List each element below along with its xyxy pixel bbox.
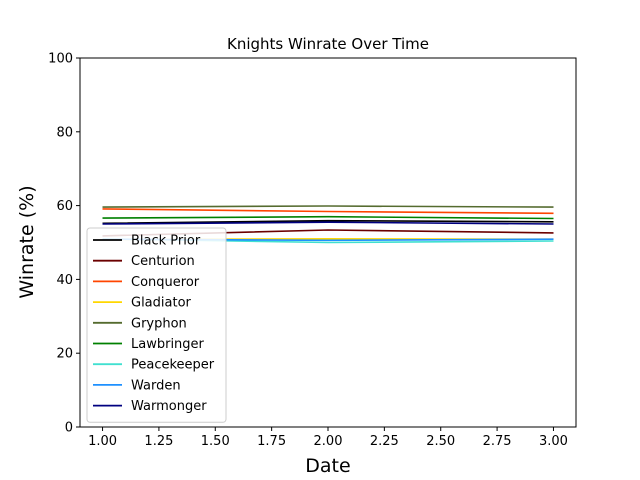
series-line-warmonger <box>102 221 554 225</box>
y-axis-title: Winrate (%) <box>16 185 38 298</box>
y-tick-label: 0 <box>65 421 73 436</box>
y-tick-label: 80 <box>56 125 73 140</box>
x-tick-label: 2.25 <box>370 434 399 449</box>
x-tick-label: 2.50 <box>426 434 455 449</box>
legend-label-black-prior: Black Prior <box>131 234 201 249</box>
legend-label-warmonger: Warmonger <box>131 399 207 414</box>
legend: Black Prior Centurion Conqueror Gladiator Gr… <box>86 227 227 423</box>
series-line-conqueror <box>102 208 554 215</box>
legend-label-centurion: Centurion <box>131 254 195 269</box>
legend-label-peacekeeper: Peacekeeper <box>131 358 215 373</box>
legend-box <box>86 227 227 423</box>
series-line-lawbringer <box>102 215 554 220</box>
x-tick-label: 1.00 <box>88 434 117 449</box>
series-line-gryphon <box>102 205 554 208</box>
x-tick-label: 1.50 <box>201 434 230 449</box>
y-tick-label: 60 <box>56 199 73 214</box>
x-axis-title: Date <box>305 455 350 477</box>
x-tick-label: 2.00 <box>314 434 343 449</box>
y-tick-label: 40 <box>56 273 73 288</box>
x-tick-label: 3.00 <box>539 434 568 449</box>
legend-label-lawbringer: Lawbringer <box>131 337 205 352</box>
series-line-black-prior <box>102 219 554 225</box>
legend-label-conqueror: Conqueror <box>131 275 200 290</box>
x-tick-label: 1.25 <box>144 434 173 449</box>
y-tick-label: 100 <box>48 52 73 67</box>
legend-label-gladiator: Gladiator <box>131 296 192 311</box>
chart-title: Knights Winrate Over Time <box>227 35 429 53</box>
y-tick-label: 20 <box>56 347 73 362</box>
x-axis: 1.00 1.25 1.50 1.75 2.00 2.25 2.50 2.75 3.00 <box>88 427 568 449</box>
legend-label-warden: Warden <box>131 378 181 393</box>
x-tick-label: 2.75 <box>483 434 512 449</box>
legend-label-gryphon: Gryphon <box>131 316 187 331</box>
x-tick-label: 1.75 <box>257 434 286 449</box>
y-axis: 0 20 40 60 80 100 <box>48 52 80 436</box>
